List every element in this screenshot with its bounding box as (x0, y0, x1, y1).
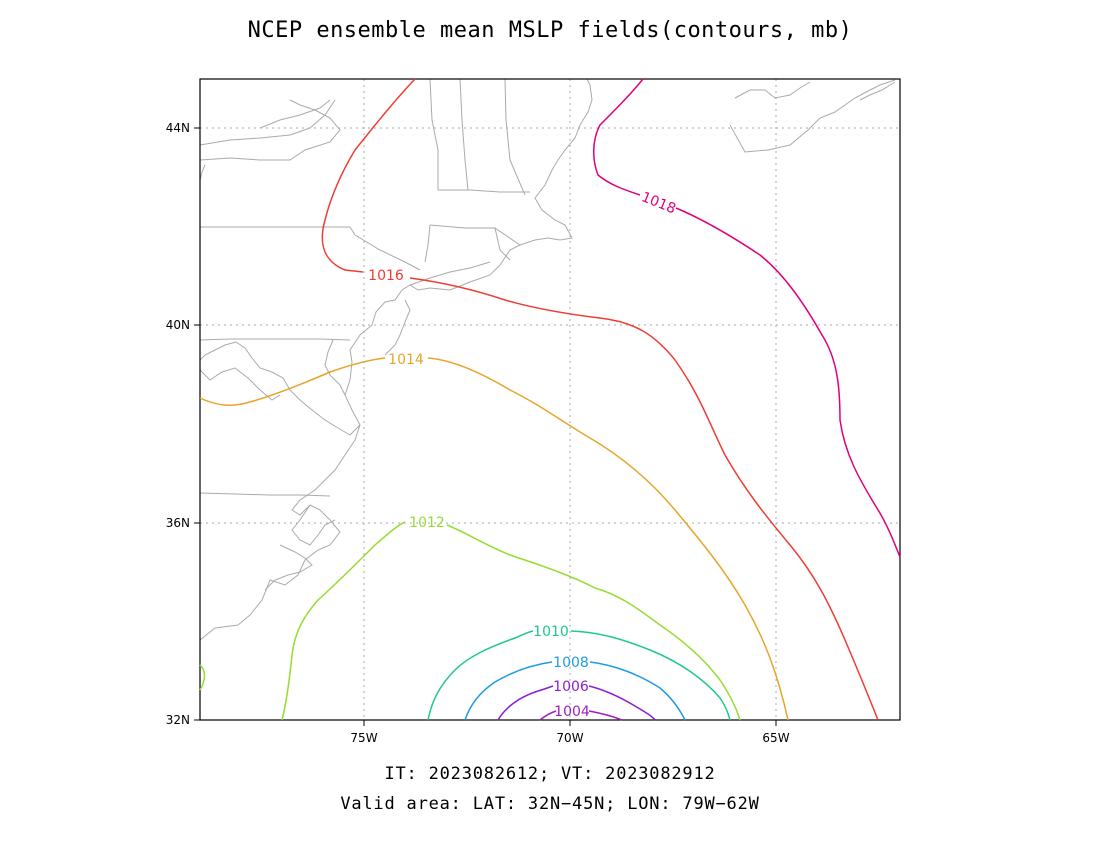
isobar-1006 (497, 685, 656, 721)
lat-tick-label-36: 36N (166, 516, 190, 530)
boundary-canada (199, 99, 341, 161)
plot-frame (199, 78, 901, 721)
lon-tick-label-70w: 70W (556, 731, 583, 745)
contour-label-1008: 1008 (553, 655, 589, 671)
boundary-vt-nh (459, 78, 469, 191)
tick-marks (194, 127, 777, 726)
boundary-ma-north (438, 189, 530, 193)
contour-label-1016: 1016 (368, 268, 404, 284)
boundary-ma-ct (494, 227, 511, 261)
lat-tick-label-32: 32N (166, 713, 190, 727)
coastlines (199, 78, 896, 641)
chart-title: NCEP ensemble mean MSLP fields(contours,… (247, 18, 853, 43)
lon-tick-label-75w: 75W (350, 731, 377, 745)
contour-label-1018: 1018 (639, 189, 678, 217)
boundary-va-md (199, 338, 351, 341)
footer-valid-area: Valid area: LAT: 32N−45N; LON: 79W−62W (340, 794, 760, 814)
boundary-ct-ri (429, 224, 521, 246)
isobar-contours (199, 78, 901, 721)
boundary-ny-vt (429, 78, 439, 190)
boundary-great-lakes (259, 99, 331, 129)
isobar-1008 (464, 661, 686, 721)
boundary-nj-coast (384, 299, 411, 356)
boundary-pa-ny (200, 226, 356, 236)
footer-times: IT: 2023082612; VT: 2023082912 (384, 764, 716, 784)
isobar-1016 (321, 78, 879, 721)
isobar-1018 (593, 78, 901, 558)
isobar-1004 (539, 710, 623, 721)
lon-tick-label-65w: 65W (762, 731, 789, 745)
isobar-1012 (199, 521, 741, 721)
isobar-1010 (427, 630, 731, 721)
coastline-nova-scotia (729, 79, 896, 153)
contour-label-1012: 1012 (409, 515, 445, 531)
isobar-1014 (199, 357, 789, 721)
boundary-lake-ontario (199, 164, 206, 181)
coastline-pamlico (264, 544, 313, 591)
gridlines (200, 79, 900, 720)
boundary-appalachian (199, 367, 281, 401)
coastline-chesapeake (199, 341, 361, 436)
boundary-ny-ct (424, 224, 431, 263)
coastline-nc-sounds (291, 504, 336, 546)
boundary-ny-nj (354, 234, 421, 271)
lat-tick-label-40: 40N (166, 318, 190, 332)
boundary-nc-va (199, 492, 331, 497)
boundary-long-island (409, 261, 491, 286)
lat-tick-label-44: 44N (166, 121, 190, 135)
coastline-maritimes (734, 81, 811, 99)
contour-label-1006: 1006 (553, 679, 589, 695)
contour-labels: 1018 1016 1014 1012 1010 1008 1006 1004 (368, 189, 678, 720)
boundary-nh-me (504, 78, 526, 196)
coastline-delmarva (324, 339, 346, 396)
contour-label-1010: 1010 (533, 624, 569, 640)
coastline-gulf-st-lawrence (859, 81, 896, 101)
tick-labels: 44N 40N 36N 32N 75W 70W 65W (166, 121, 790, 745)
boundary-lake (199, 99, 336, 146)
contour-label-1014: 1014 (388, 352, 424, 368)
contour-label-1004: 1004 (554, 704, 590, 720)
coastline-us-east (199, 78, 593, 641)
